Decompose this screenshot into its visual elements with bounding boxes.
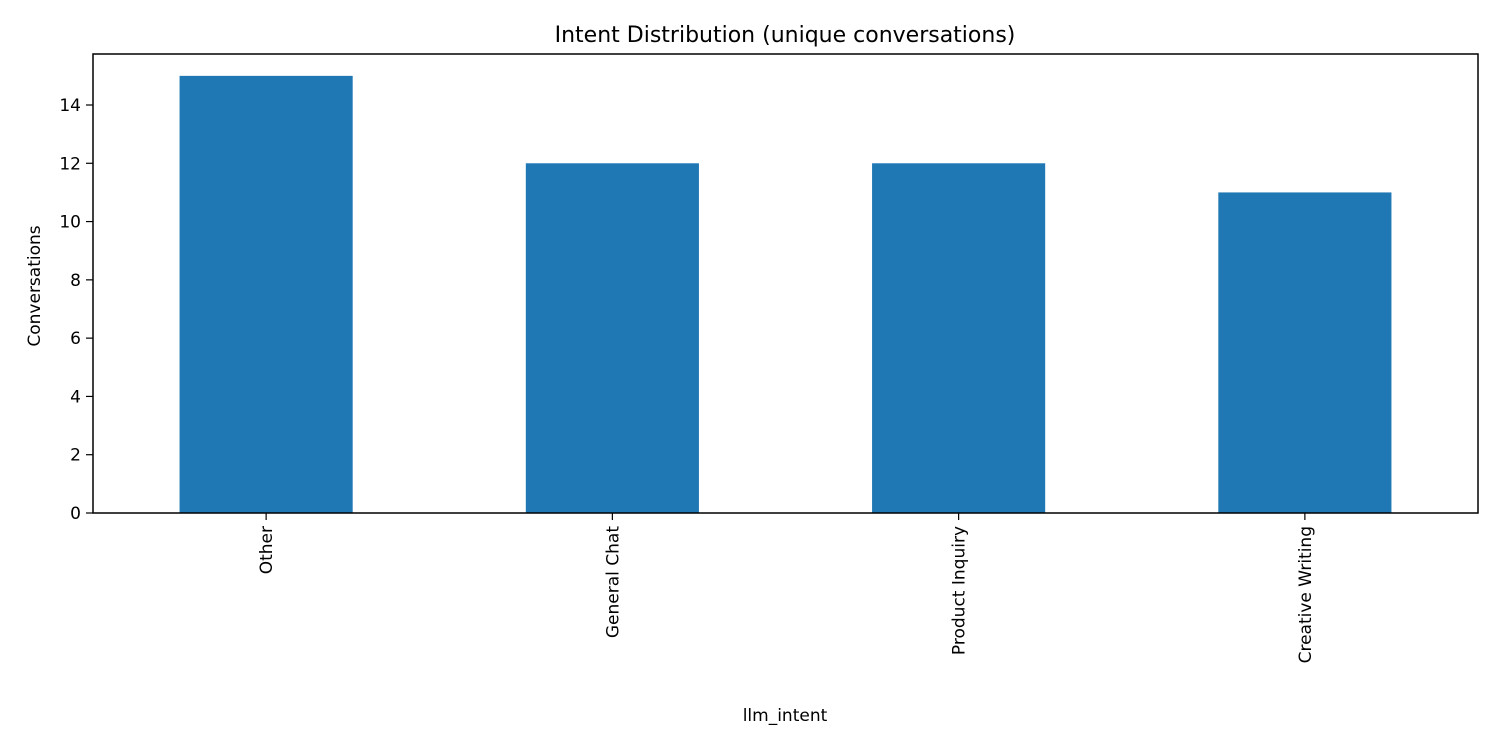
plot-frame (92, 53, 1479, 514)
x-tick-label: Creative Writing (1296, 526, 1316, 663)
bar-other (179, 75, 353, 513)
y-tick-label: 2 (70, 446, 81, 466)
y-tick-label: 14 (59, 96, 81, 116)
bar-product-inquiry (872, 163, 1046, 514)
y-tick-label: 6 (70, 329, 81, 349)
y-axis-label: Conversations (25, 225, 45, 346)
y-tick-label: 10 (59, 213, 81, 233)
x-axis-label: llm_intent (743, 706, 828, 726)
y-tick-label: 0 (70, 504, 81, 524)
x-tick-label: Product Inquiry (950, 526, 970, 655)
x-axis-ticks: Other General Chat Product Inquiry Creative… (257, 513, 1316, 663)
y-tick-label: 4 (70, 387, 81, 407)
y-tick-label: 12 (59, 154, 81, 174)
y-axis-ticks: 0 2 4 6 8 10 12 14 (59, 96, 93, 524)
x-tick-label: Other (257, 526, 277, 574)
x-tick-label: General Chat (603, 526, 623, 638)
bar-creative-writing (1218, 192, 1392, 513)
bars-group (179, 75, 1392, 514)
y-tick-label: 8 (70, 271, 81, 291)
bar-general-chat (525, 163, 699, 514)
chart-title: Intent Distribution (unique conversation… (555, 23, 1016, 48)
